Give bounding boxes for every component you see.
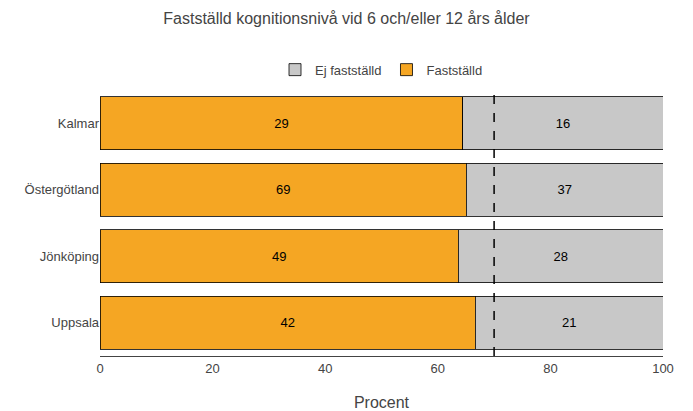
svg-text:60: 60 bbox=[431, 361, 445, 376]
svg-text:37: 37 bbox=[557, 182, 571, 197]
svg-text:Ej fastställd: Ej fastställd bbox=[315, 63, 381, 78]
svg-text:Fastställd kognitionsnivå vid: Fastställd kognitionsnivå vid 6 och/elle… bbox=[163, 10, 530, 27]
svg-text:42: 42 bbox=[280, 315, 294, 330]
svg-text:Jönköping: Jönköping bbox=[40, 249, 99, 264]
svg-text:Östergötland: Östergötland bbox=[25, 182, 99, 197]
svg-text:100: 100 bbox=[652, 361, 674, 376]
svg-text:80: 80 bbox=[543, 361, 557, 376]
svg-text:Kalmar: Kalmar bbox=[58, 116, 100, 131]
svg-text:20: 20 bbox=[205, 361, 219, 376]
svg-text:29: 29 bbox=[274, 116, 288, 131]
svg-text:49: 49 bbox=[272, 249, 286, 264]
svg-text:Fastställd: Fastställd bbox=[426, 63, 482, 78]
svg-text:28: 28 bbox=[553, 249, 567, 264]
svg-text:Uppsala: Uppsala bbox=[51, 315, 99, 330]
svg-text:69: 69 bbox=[276, 182, 290, 197]
svg-text:Procent: Procent bbox=[354, 394, 410, 411]
svg-text:0: 0 bbox=[96, 361, 103, 376]
svg-text:40: 40 bbox=[318, 361, 332, 376]
svg-text:21: 21 bbox=[562, 315, 576, 330]
svg-text:16: 16 bbox=[556, 116, 570, 131]
